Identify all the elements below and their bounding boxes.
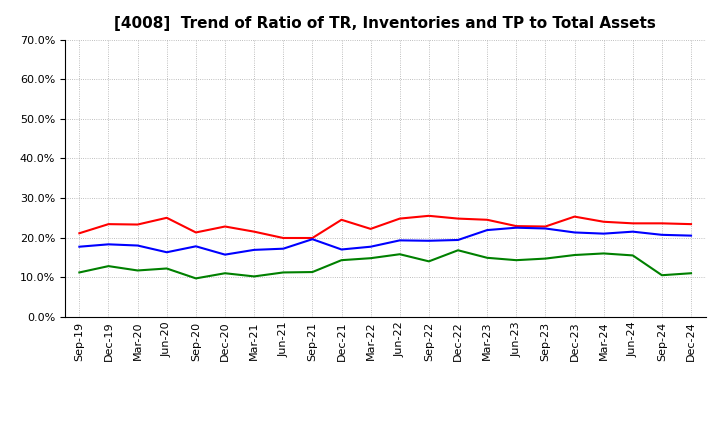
- Trade Receivables: [250, 229, 258, 234]
- Inventories: [308, 237, 317, 242]
- Trade Payables: [279, 270, 287, 275]
- Trade Receivables: [570, 214, 579, 219]
- Inventories: [541, 226, 550, 231]
- Inventories: [133, 243, 142, 248]
- Inventories: [192, 244, 200, 249]
- Trade Payables: [192, 276, 200, 281]
- Inventories: [454, 237, 462, 242]
- Trade Receivables: [425, 213, 433, 218]
- Inventories: [104, 242, 113, 247]
- Inventories: [395, 238, 404, 243]
- Trade Payables: [366, 256, 375, 261]
- Trade Payables: [75, 270, 84, 275]
- Inventories: [75, 244, 84, 249]
- Inventories: [279, 246, 287, 251]
- Trade Receivables: [279, 235, 287, 241]
- Trade Receivables: [104, 221, 113, 227]
- Inventories: [425, 238, 433, 243]
- Trade Payables: [657, 272, 666, 278]
- Trade Payables: [220, 271, 229, 276]
- Trade Payables: [395, 252, 404, 257]
- Line: Trade Receivables: Trade Receivables: [79, 216, 691, 238]
- Trade Receivables: [629, 221, 637, 226]
- Trade Receivables: [483, 217, 492, 222]
- Trade Payables: [133, 268, 142, 273]
- Inventories: [629, 229, 637, 234]
- Trade Payables: [163, 266, 171, 271]
- Trade Receivables: [163, 215, 171, 220]
- Trade Receivables: [75, 231, 84, 236]
- Trade Receivables: [192, 230, 200, 235]
- Trade Payables: [512, 257, 521, 263]
- Line: Inventories: Inventories: [79, 228, 691, 255]
- Inventories: [366, 244, 375, 249]
- Trade Receivables: [599, 219, 608, 224]
- Inventories: [570, 230, 579, 235]
- Trade Payables: [570, 253, 579, 258]
- Title: [4008]  Trend of Ratio of TR, Inventories and TP to Total Assets: [4008] Trend of Ratio of TR, Inventories…: [114, 16, 656, 32]
- Trade Payables: [337, 257, 346, 263]
- Trade Payables: [425, 259, 433, 264]
- Inventories: [599, 231, 608, 236]
- Trade Payables: [104, 264, 113, 269]
- Inventories: [163, 249, 171, 255]
- Inventories: [337, 247, 346, 252]
- Trade Payables: [687, 271, 696, 276]
- Trade Receivables: [366, 226, 375, 231]
- Trade Payables: [541, 256, 550, 261]
- Inventories: [483, 227, 492, 233]
- Trade Receivables: [308, 235, 317, 241]
- Trade Payables: [599, 251, 608, 256]
- Inventories: [250, 247, 258, 253]
- Trade Receivables: [337, 217, 346, 222]
- Trade Receivables: [541, 224, 550, 229]
- Trade Receivables: [687, 221, 696, 227]
- Line: Trade Payables: Trade Payables: [79, 250, 691, 279]
- Trade Receivables: [454, 216, 462, 221]
- Inventories: [220, 252, 229, 257]
- Trade Receivables: [133, 222, 142, 227]
- Inventories: [687, 233, 696, 238]
- Trade Payables: [629, 253, 637, 258]
- Trade Receivables: [220, 224, 229, 229]
- Trade Payables: [483, 255, 492, 260]
- Trade Receivables: [512, 224, 521, 229]
- Inventories: [657, 232, 666, 238]
- Trade Payables: [250, 274, 258, 279]
- Trade Payables: [454, 248, 462, 253]
- Trade Receivables: [657, 221, 666, 226]
- Trade Receivables: [395, 216, 404, 221]
- Inventories: [512, 225, 521, 231]
- Trade Payables: [308, 269, 317, 275]
